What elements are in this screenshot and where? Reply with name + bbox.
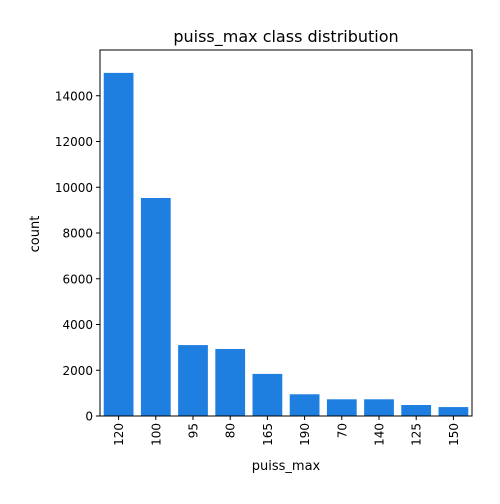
x-tick-label: 190 (298, 423, 312, 446)
x-tick-label: 80 (224, 423, 238, 438)
y-ticks-group: 0 2000 4000 6000 8000 10000 12000 14000 (55, 89, 100, 423)
bar-165 (253, 374, 283, 416)
y-tick-label: 10000 (55, 181, 93, 195)
x-tick-label: 150 (447, 423, 461, 446)
bar-100 (141, 198, 171, 416)
x-tick-label: 140 (373, 423, 387, 446)
x-tick-label: 120 (112, 423, 126, 446)
y-tick-label: 12000 (55, 135, 93, 149)
chart-title: puiss_max class distribution (173, 27, 398, 47)
y-tick-label: 6000 (62, 272, 93, 286)
bar-125 (401, 405, 431, 416)
x-tick-label: 165 (261, 423, 275, 446)
x-tick-label: 95 (187, 423, 201, 438)
y-tick-label: 4000 (62, 318, 93, 332)
x-tick-label: 100 (149, 423, 163, 446)
y-tick-label: 0 (85, 410, 93, 424)
bar-140 (364, 399, 394, 416)
bars-group (104, 73, 469, 416)
x-ticks-group: 120 100 95 80 165 190 70 140 125 150 (112, 416, 461, 446)
bar-190 (290, 394, 320, 416)
x-tick-label: 125 (410, 423, 424, 446)
y-tick-label: 2000 (62, 364, 93, 378)
x-axis-label: puiss_max (252, 459, 321, 474)
y-axis-label: count (28, 216, 43, 253)
bar-95 (178, 345, 208, 416)
bar-80 (215, 349, 245, 416)
y-tick-label: 8000 (62, 227, 93, 241)
bar-70 (327, 399, 357, 416)
y-tick-label: 14000 (55, 89, 93, 103)
bar-120 (104, 73, 134, 416)
bar-150 (439, 407, 469, 416)
x-tick-label: 70 (335, 423, 349, 438)
